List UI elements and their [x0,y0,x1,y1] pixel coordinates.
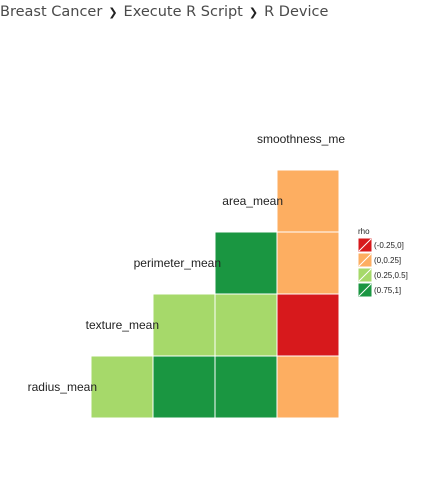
breadcrumb-item-dataset[interactable]: Breast Cancer [0,4,103,20]
variable-label: area_mean [222,194,283,208]
heatmap-cell [152,293,216,357]
variable-label: perimeter_mean [134,256,221,270]
variable-label: radius_mean [28,380,97,394]
heatmap-cell [214,293,278,357]
legend: rho (-0.25,0] (0,0.25] (0.25,0.5] (0.75,1] [357,227,408,298]
legend-label: (0.25,0.5] [374,271,408,280]
heatmap-cells [90,169,340,419]
legend-title: rho [358,227,370,236]
heatmap-cell [276,355,340,419]
variable-labels: radius_mean texture_mean perimeter_mean are… [28,132,346,394]
breadcrumb-item-module[interactable]: Execute R Script [123,4,243,20]
heatmap-cell [90,355,154,419]
heatmap-cell [152,355,216,419]
legend-label: (-0.25,0] [374,241,404,250]
heatmap-cell [214,231,278,295]
heatmap-cell [276,169,340,233]
variable-label: smoothness_me [257,132,345,146]
chevron-right-icon: ❯ [108,5,118,19]
legend-swatch-slash [358,238,372,252]
legend-swatch-slash [358,283,372,297]
variable-label: texture_mean [86,318,159,332]
legend-label: (0,0.25] [374,256,401,265]
legend-label: (0.75,1] [374,286,401,295]
heatmap-cell [276,293,340,357]
chevron-right-icon: ❯ [248,5,259,19]
legend-swatch-slash [358,268,372,282]
breadcrumb: Breast Cancer ❯ Execute R Script ❯ R Dev… [0,2,328,22]
heatmap-cell [214,355,278,419]
breadcrumb-item-output: R Device [264,4,329,20]
legend-swatch-slash [358,253,372,267]
heatmap-cell [276,231,340,295]
